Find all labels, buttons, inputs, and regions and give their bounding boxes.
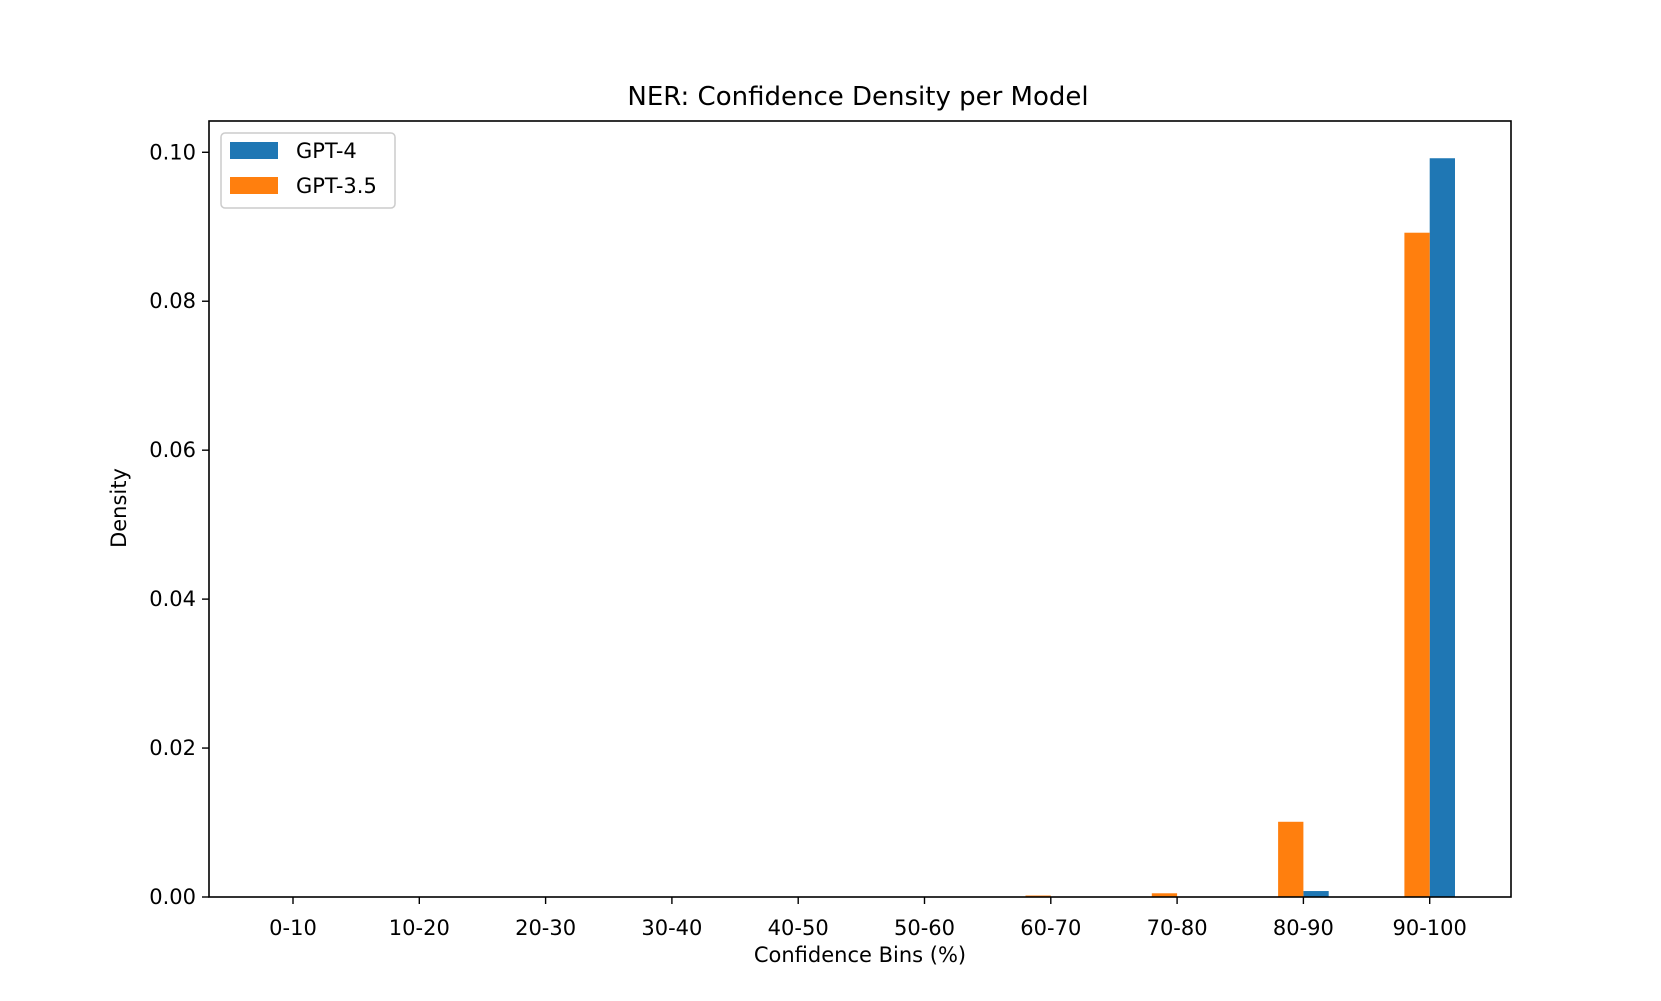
y-tick-label: 0.06 xyxy=(149,438,196,462)
y-tick-label: 0.00 xyxy=(149,885,196,909)
x-tick-label: 50-60 xyxy=(894,916,955,940)
x-tick-label: 0-10 xyxy=(269,916,317,940)
legend-label-gpt-3-5: GPT-3.5 xyxy=(296,174,377,198)
chart-title: NER: Confidence Density per Model xyxy=(627,82,1088,112)
x-tick-label: 90-100 xyxy=(1393,916,1467,940)
y-tick-label: 0.04 xyxy=(149,587,196,611)
bar-gpt-3-5-80-90 xyxy=(1278,821,1304,897)
x-tick-label: 40-50 xyxy=(768,916,829,940)
x-axis: 0-10 10-20 20-30 30-40 40-50 50-60 60-70 70-80 8… xyxy=(269,897,1467,940)
x-tick-label: 80-90 xyxy=(1273,916,1334,940)
bar-gpt-3-5-70-80 xyxy=(1151,893,1178,897)
x-axis-label: Confidence Bins (%) xyxy=(754,943,966,967)
bar-gpt-4-80-90 xyxy=(1303,891,1329,897)
plot-frame xyxy=(208,120,1512,898)
bar-gpt-4-90-100 xyxy=(1429,158,1455,898)
legend-label-gpt-4: GPT-4 xyxy=(296,139,357,163)
x-tick-label: 10-20 xyxy=(389,916,450,940)
y-tick-label: 0.02 xyxy=(149,736,196,760)
x-tick-label: 20-30 xyxy=(515,916,576,940)
y-tick-label: 0.08 xyxy=(149,289,196,313)
legend: GPT-4 GPT-3.5 xyxy=(220,132,396,209)
x-tick-label: 70-80 xyxy=(1147,916,1208,940)
legend-swatch-gpt-4 xyxy=(230,142,278,159)
bars-layer xyxy=(1025,158,1455,898)
y-tick-label: 0.10 xyxy=(149,140,196,164)
bar-gpt-3-5-90-100 xyxy=(1404,232,1430,897)
legend-swatch-gpt-3-5 xyxy=(230,177,278,194)
y-axis: 0.00 0.02 0.04 0.06 0.08 0.10 xyxy=(149,140,209,909)
x-tick-label: 60-70 xyxy=(1020,916,1081,940)
x-tick-label: 30-40 xyxy=(641,916,702,940)
y-axis-label: Density xyxy=(107,468,131,548)
